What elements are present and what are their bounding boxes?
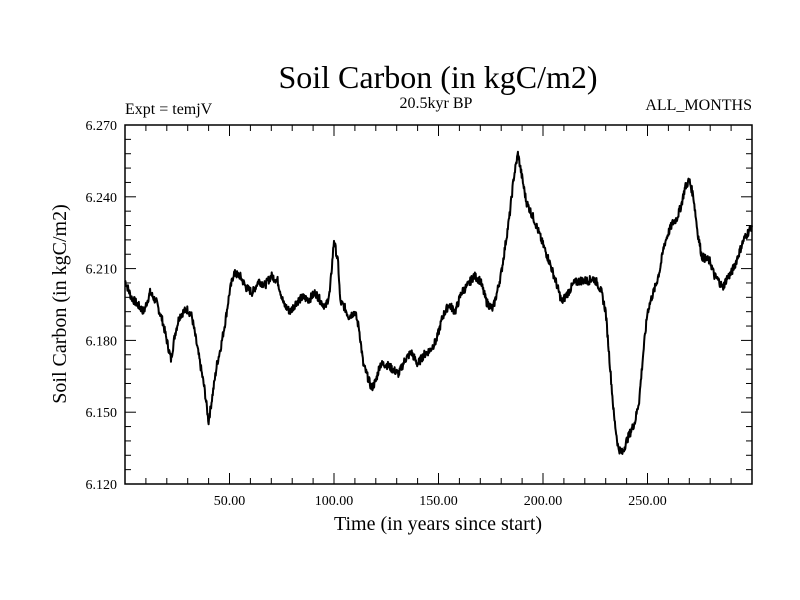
x-axis-label: Time (in years since start) bbox=[334, 513, 542, 535]
x-tick-label: 100.00 bbox=[315, 494, 354, 509]
x-tick-label: 250.00 bbox=[628, 494, 667, 509]
y-tick-label: 6.120 bbox=[86, 478, 118, 493]
plot-frame bbox=[124, 124, 753, 485]
months-label: ALL_MONTHS bbox=[645, 97, 752, 114]
y-tick-labels: 6.120 6.150 6.180 6.210 6.240 6.270 bbox=[86, 119, 118, 493]
x-tick-label: 200.00 bbox=[524, 494, 563, 509]
y-tick-label: 6.180 bbox=[86, 334, 118, 349]
y-tick-label: 6.210 bbox=[86, 263, 118, 278]
y-tick-label: 6.240 bbox=[86, 191, 118, 206]
experiment-label: Expt = temjV bbox=[125, 101, 213, 118]
x-tick-labels: 50.00 100.00 150.00 200.00 250.00 bbox=[214, 494, 667, 509]
x-tick-label: 50.00 bbox=[214, 494, 246, 509]
x-tick-label: 150.00 bbox=[419, 494, 458, 509]
y-axis-label: Soil Carbon (in kgC/m2) bbox=[49, 204, 71, 403]
y-tick-label: 6.270 bbox=[86, 119, 118, 134]
chart-title: Soil Carbon (in kgC/m2) bbox=[278, 59, 597, 95]
series-line-soil-carbon bbox=[124, 150, 753, 455]
axis-ticks bbox=[125, 125, 752, 484]
period-label: 20.5kyr BP bbox=[400, 95, 473, 112]
y-tick-label: 6.150 bbox=[86, 406, 118, 421]
